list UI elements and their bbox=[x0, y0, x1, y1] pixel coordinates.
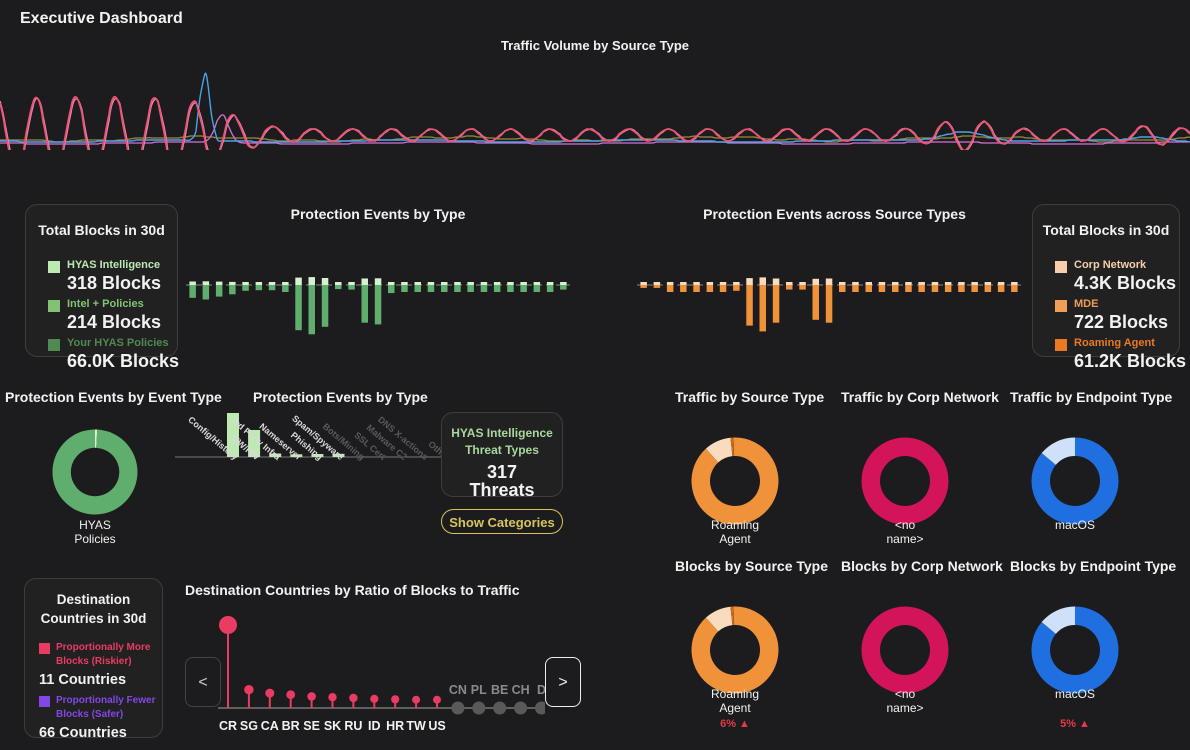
svg-text:HR: HR bbox=[386, 719, 404, 733]
svg-text:PL: PL bbox=[471, 683, 487, 697]
svg-text:CH: CH bbox=[512, 683, 530, 697]
svg-text:D: D bbox=[537, 683, 545, 697]
svg-text:US: US bbox=[428, 719, 445, 733]
svg-text:BR: BR bbox=[282, 719, 300, 733]
svg-text:RU: RU bbox=[344, 719, 362, 733]
svg-text:CA: CA bbox=[261, 719, 279, 733]
svg-text:CN: CN bbox=[449, 683, 467, 697]
svg-text:SK: SK bbox=[324, 719, 341, 733]
svg-text:ID: ID bbox=[368, 719, 381, 733]
svg-text:TW: TW bbox=[406, 719, 426, 733]
svg-text:BE: BE bbox=[491, 683, 508, 697]
svg-text:CR: CR bbox=[219, 719, 237, 733]
svg-text:SE: SE bbox=[303, 719, 320, 733]
svg-text:SG: SG bbox=[240, 719, 258, 733]
